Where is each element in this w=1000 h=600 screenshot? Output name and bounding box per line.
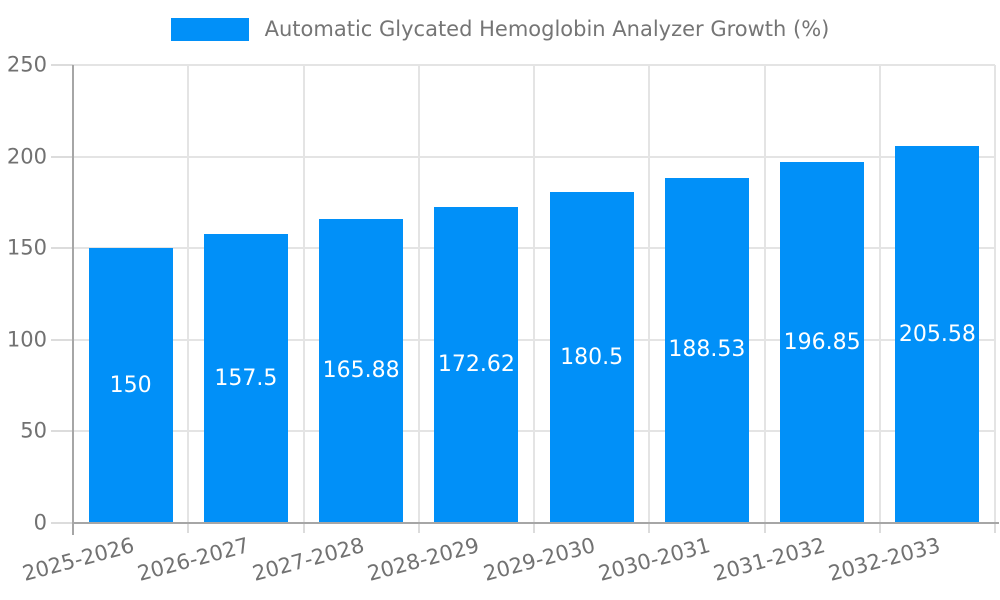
x-axis-tick xyxy=(187,523,190,533)
v-gridline xyxy=(302,65,305,523)
x-axis-category-label: 2028-2029 xyxy=(365,533,483,586)
x-axis-category-label: 2030-2031 xyxy=(595,533,713,586)
x-axis-tick xyxy=(302,523,305,533)
y-axis-line xyxy=(72,65,74,535)
x-axis-category-label: 2031-2032 xyxy=(711,533,828,586)
x-axis-category-label: 2026-2027 xyxy=(134,533,252,586)
x-axis-tick xyxy=(994,523,996,533)
y-axis-tick xyxy=(51,522,73,524)
v-gridline xyxy=(878,65,881,523)
v-gridline xyxy=(994,65,996,523)
legend[interactable]: Automatic Glycated Hemoglobin Analyzer G… xyxy=(0,17,1000,42)
y-axis-tick-label: 50 xyxy=(20,418,47,443)
v-gridline xyxy=(417,65,420,523)
x-axis-tick xyxy=(648,523,651,533)
x-axis-category-label: 2025-2026 xyxy=(19,533,137,586)
x-axis-tick xyxy=(763,523,766,533)
x-axis-category-label: 2029-2030 xyxy=(480,533,598,586)
bar-value-label: 165.88 xyxy=(322,358,400,384)
y-axis-tick xyxy=(51,430,73,433)
bar-2032-2033[interactable]: 205.58 xyxy=(895,146,980,523)
bar-2031-2032[interactable]: 196.85 xyxy=(780,162,865,523)
y-axis-tick-label: 250 xyxy=(6,52,47,77)
x-axis-tick xyxy=(417,523,420,533)
y-axis-tick-label: 0 xyxy=(33,510,47,535)
legend-swatch[interactable] xyxy=(170,18,249,42)
y-axis-tick-label: 200 xyxy=(6,144,47,169)
bar-2026-2027[interactable]: 157.5 xyxy=(203,234,288,523)
y-axis-tick xyxy=(51,247,73,250)
y-axis-tick-label: 100 xyxy=(6,327,47,352)
x-axis-category-label: 2027-2028 xyxy=(250,533,367,586)
bar-value-label: 172.62 xyxy=(437,351,515,377)
y-axis-tick xyxy=(51,155,73,158)
x-axis-tick xyxy=(533,523,535,533)
plot-area: 150 157.5 165.88 172.62 180.5 188.53 196.85 205… xyxy=(7,54,999,586)
bar-2029-2030[interactable]: 180.5 xyxy=(549,192,634,523)
bar-value-label: 196.85 xyxy=(783,329,861,355)
y-axis-tick xyxy=(51,338,73,341)
bar-value-label: 150 xyxy=(109,372,152,398)
x-axis-tick xyxy=(878,523,881,533)
v-gridline xyxy=(533,65,535,523)
legend-label: Automatic Glycated Hemoglobin Analyzer G… xyxy=(264,17,830,41)
x-axis-line xyxy=(73,522,999,524)
bar-value-label: 188.53 xyxy=(668,337,746,363)
v-gridline xyxy=(187,65,190,523)
v-gridline xyxy=(763,65,766,523)
bar-2027-2028[interactable]: 165.88 xyxy=(319,219,404,523)
y-axis-tick xyxy=(51,64,73,66)
bar-value-label: 205.58 xyxy=(898,321,976,347)
bar-value-label: 180.5 xyxy=(560,344,624,370)
bar-value-label: 157.5 xyxy=(214,365,278,391)
v-gridline xyxy=(648,65,651,523)
bar-2025-2026[interactable]: 150 xyxy=(88,248,173,523)
bar-2028-2029[interactable]: 172.62 xyxy=(434,206,519,523)
x-axis-category-label: 2032-2033 xyxy=(826,533,944,586)
bar-2030-2031[interactable]: 188.53 xyxy=(664,177,749,523)
y-axis-tick-label: 150 xyxy=(6,235,47,260)
